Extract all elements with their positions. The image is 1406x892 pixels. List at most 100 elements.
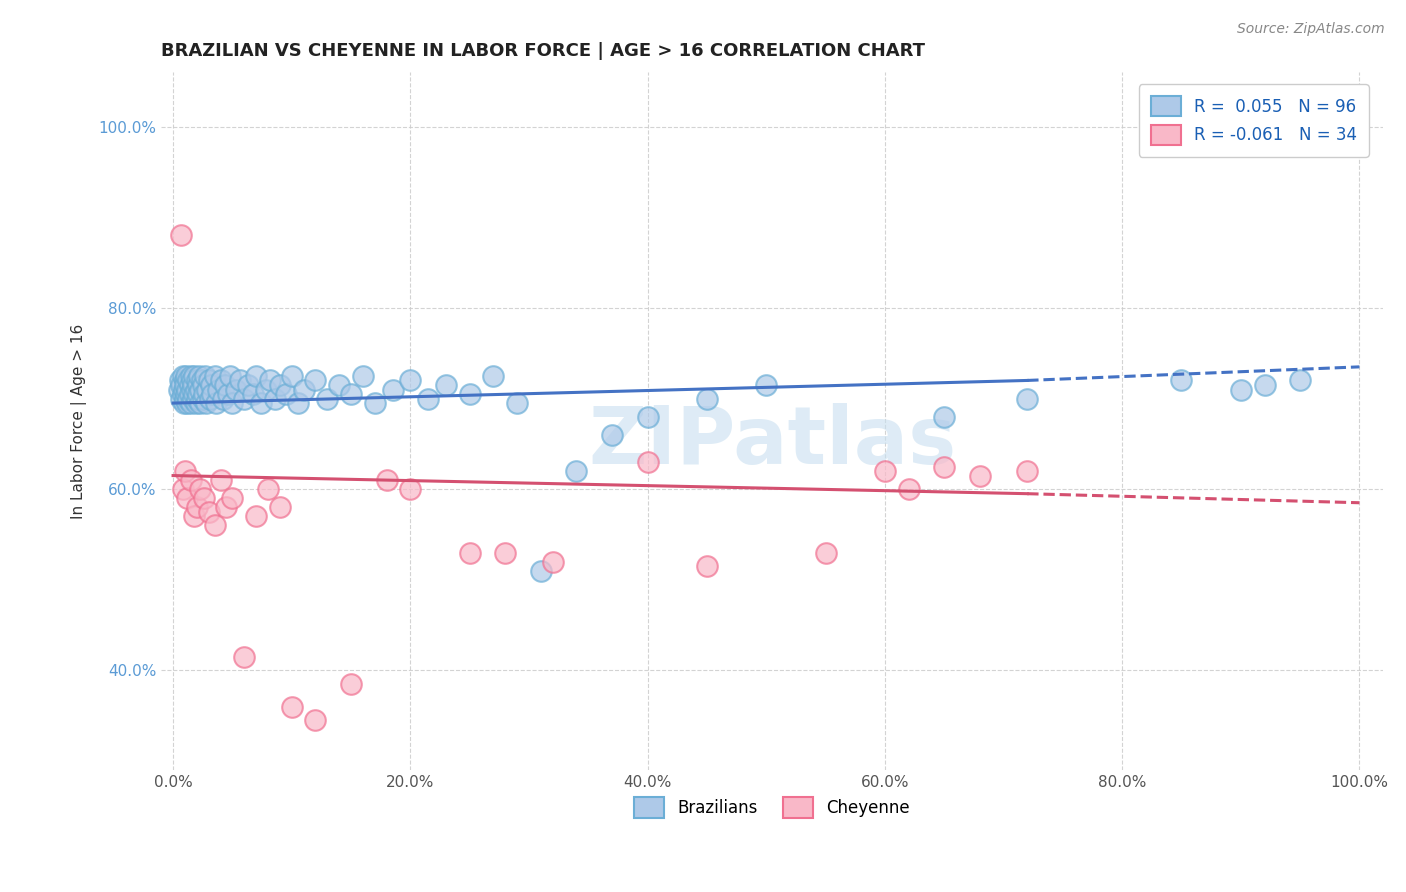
Point: [195, 396, 218, 410]
Point: [264, 392, 287, 406]
Point: [969, 468, 991, 483]
Point: [180, 396, 202, 410]
Point: [233, 392, 256, 406]
Point: [170, 378, 193, 392]
Point: [418, 392, 440, 406]
Point: [637, 409, 659, 424]
Point: [221, 491, 243, 506]
Point: [187, 378, 209, 392]
Point: [245, 368, 267, 383]
Point: [215, 500, 238, 515]
Point: [176, 396, 198, 410]
Point: [174, 368, 197, 383]
Point: [316, 392, 339, 406]
Point: [458, 387, 481, 401]
Point: [221, 396, 243, 410]
Point: [399, 374, 422, 388]
Text: BRAZILIAN VS CHEYENNE IN LABOR FORCE | AGE > 16 CORRELATION CHART: BRAZILIAN VS CHEYENNE IN LABOR FORCE | A…: [162, 42, 925, 60]
Point: [172, 482, 194, 496]
Point: [181, 392, 204, 406]
Point: [541, 555, 564, 569]
Point: [176, 383, 198, 397]
Point: [1170, 374, 1192, 388]
Point: [274, 387, 297, 401]
Point: [167, 383, 190, 397]
Point: [183, 387, 205, 401]
Point: [352, 368, 374, 383]
Point: [399, 482, 422, 496]
Point: [186, 500, 208, 515]
Point: [1230, 383, 1253, 397]
Point: [934, 409, 956, 424]
Point: [174, 464, 197, 478]
Point: [209, 473, 232, 487]
Point: [198, 392, 221, 406]
Y-axis label: In Labor Force | Age > 16: In Labor Force | Age > 16: [72, 324, 87, 519]
Point: [506, 396, 529, 410]
Point: [755, 378, 778, 392]
Point: [173, 396, 195, 410]
Point: [197, 505, 219, 519]
Point: [177, 392, 200, 406]
Point: [1017, 464, 1039, 478]
Point: [565, 464, 588, 478]
Point: [696, 559, 718, 574]
Point: [814, 545, 837, 559]
Point: [170, 228, 193, 243]
Point: [170, 392, 193, 406]
Point: [304, 713, 326, 727]
Point: [200, 378, 222, 392]
Point: [184, 383, 207, 397]
Point: [184, 396, 207, 410]
Text: Source: ZipAtlas.com: Source: ZipAtlas.com: [1237, 22, 1385, 37]
Point: [696, 392, 718, 406]
Point: [190, 482, 212, 496]
Point: [212, 392, 235, 406]
Point: [637, 455, 659, 469]
Point: [304, 374, 326, 388]
Point: [207, 383, 229, 397]
Point: [340, 677, 363, 691]
Point: [193, 387, 215, 401]
Point: [280, 699, 302, 714]
Point: [233, 649, 256, 664]
Point: [181, 383, 204, 397]
Point: [172, 368, 194, 383]
Point: [204, 396, 226, 410]
Point: [173, 383, 195, 397]
Point: [169, 374, 191, 388]
Point: [381, 383, 404, 397]
Point: [174, 392, 197, 406]
Point: [1289, 374, 1312, 388]
Point: [217, 387, 239, 401]
Point: [190, 374, 212, 388]
Point: [225, 383, 247, 397]
Point: [197, 374, 219, 388]
Point: [191, 392, 214, 406]
Point: [494, 545, 516, 559]
Point: [174, 378, 197, 392]
Point: [934, 459, 956, 474]
Point: [287, 396, 309, 410]
Point: [201, 387, 224, 401]
Point: [190, 396, 212, 410]
Point: [214, 378, 236, 392]
Point: [458, 545, 481, 559]
Point: [181, 378, 204, 392]
Point: [434, 378, 457, 392]
Point: [174, 387, 197, 401]
Point: [191, 378, 214, 392]
Point: [183, 368, 205, 383]
Point: [186, 374, 208, 388]
Point: [204, 518, 226, 533]
Point: [236, 378, 259, 392]
Point: [280, 368, 302, 383]
Point: [250, 396, 273, 410]
Point: [600, 427, 623, 442]
Point: [176, 491, 198, 506]
Point: [197, 383, 219, 397]
Point: [204, 368, 226, 383]
Point: [259, 374, 281, 388]
Point: [530, 564, 553, 578]
Point: [1017, 392, 1039, 406]
